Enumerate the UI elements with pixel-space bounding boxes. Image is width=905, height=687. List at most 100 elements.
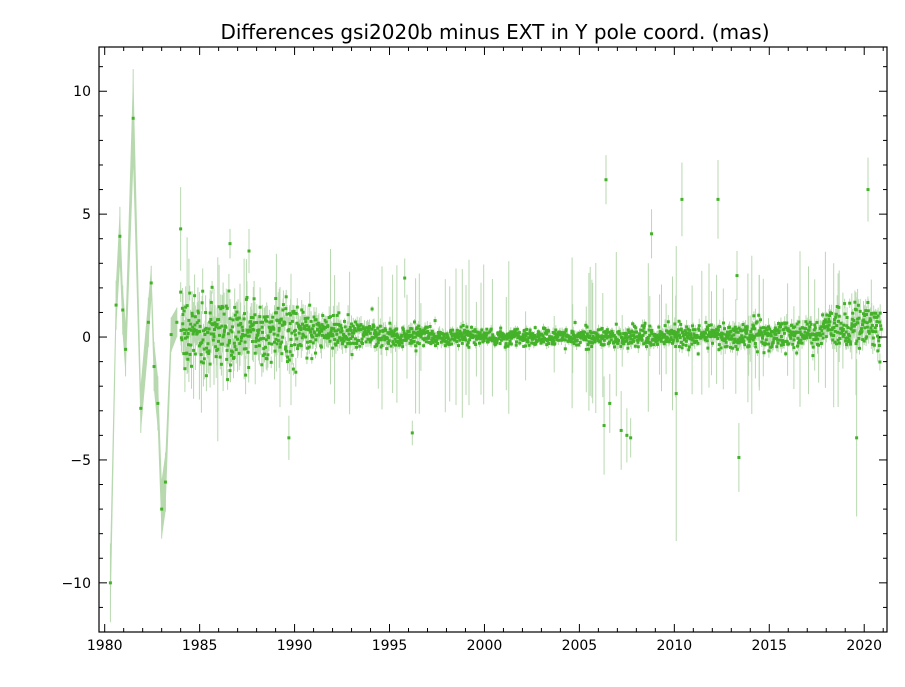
data-point bbox=[863, 326, 867, 330]
data-point bbox=[873, 315, 877, 319]
data-point bbox=[355, 323, 359, 327]
data-point bbox=[635, 330, 638, 334]
y-tick-label: −5 bbox=[70, 453, 91, 469]
data-point bbox=[524, 334, 528, 338]
data-point bbox=[228, 339, 231, 343]
data-point bbox=[328, 339, 332, 343]
x-tick-label: 2000 bbox=[467, 638, 503, 654]
data-point bbox=[269, 328, 273, 332]
error-bands bbox=[110, 69, 177, 623]
data-point bbox=[854, 342, 858, 346]
data-point bbox=[471, 329, 475, 333]
data-point bbox=[622, 332, 626, 336]
data-point bbox=[526, 338, 530, 342]
data-point bbox=[837, 319, 840, 323]
data-point bbox=[767, 342, 770, 346]
data-point bbox=[655, 333, 658, 337]
data-point bbox=[508, 339, 512, 343]
data-point bbox=[319, 327, 323, 331]
data-point bbox=[408, 335, 412, 339]
data-point bbox=[156, 401, 160, 405]
data-point bbox=[285, 349, 288, 353]
data-point bbox=[527, 343, 531, 347]
data-point bbox=[204, 374, 208, 378]
data-point bbox=[609, 333, 613, 337]
data-point bbox=[826, 324, 829, 328]
data-point bbox=[545, 332, 549, 336]
data-point bbox=[768, 327, 772, 331]
data-point bbox=[383, 327, 387, 331]
data-point bbox=[204, 311, 208, 314]
data-point bbox=[180, 306, 184, 310]
data-point bbox=[175, 320, 179, 324]
data-point bbox=[433, 319, 437, 323]
data-point bbox=[776, 341, 780, 345]
data-point bbox=[631, 338, 635, 342]
data-point bbox=[603, 335, 607, 338]
data-point bbox=[413, 331, 417, 335]
data-point bbox=[205, 346, 208, 350]
data-point bbox=[868, 317, 872, 321]
data-point bbox=[189, 343, 193, 347]
data-point bbox=[560, 336, 564, 340]
data-point bbox=[706, 327, 710, 331]
data-point bbox=[212, 332, 216, 336]
data-point bbox=[529, 333, 533, 337]
data-point bbox=[254, 336, 258, 340]
data-point bbox=[833, 321, 836, 325]
data-point bbox=[388, 327, 392, 331]
data-point bbox=[674, 392, 678, 396]
data-point bbox=[358, 328, 362, 331]
data-point bbox=[857, 316, 861, 320]
data-point bbox=[514, 343, 518, 347]
data-point bbox=[706, 325, 709, 329]
data-point bbox=[390, 334, 394, 338]
data-point bbox=[230, 330, 234, 334]
data-point bbox=[847, 332, 850, 336]
data-point bbox=[716, 337, 720, 340]
data-point bbox=[641, 333, 645, 337]
data-point bbox=[131, 116, 135, 120]
data-point bbox=[640, 324, 644, 328]
data-point bbox=[334, 322, 338, 326]
data-point bbox=[876, 314, 880, 318]
data-point bbox=[310, 333, 313, 337]
data-point bbox=[336, 328, 340, 332]
data-point bbox=[847, 338, 851, 342]
data-point bbox=[542, 340, 546, 344]
data-point bbox=[312, 315, 316, 319]
data-point bbox=[852, 329, 856, 333]
data-point bbox=[667, 340, 671, 344]
data-point bbox=[242, 347, 246, 351]
data-point bbox=[285, 312, 289, 316]
data-point bbox=[217, 339, 220, 343]
data-point bbox=[678, 333, 682, 337]
data-point bbox=[244, 347, 248, 351]
data-point bbox=[218, 355, 222, 359]
data-point bbox=[792, 346, 796, 350]
data-point bbox=[181, 313, 185, 316]
data-point bbox=[329, 329, 333, 333]
data-point bbox=[276, 333, 280, 337]
data-point bbox=[422, 344, 426, 348]
data-point bbox=[750, 327, 754, 331]
data-point bbox=[224, 304, 228, 308]
data-point bbox=[721, 332, 725, 336]
data-point bbox=[290, 331, 294, 335]
data-point bbox=[324, 325, 327, 329]
data-point bbox=[639, 328, 643, 332]
data-point bbox=[311, 341, 315, 345]
data-point bbox=[877, 336, 881, 340]
data-point bbox=[353, 327, 357, 330]
data-point bbox=[777, 322, 780, 325]
data-point bbox=[417, 324, 421, 328]
data-point bbox=[211, 323, 215, 327]
data-point bbox=[317, 323, 321, 327]
data-point bbox=[330, 326, 334, 330]
data-point bbox=[344, 345, 348, 349]
data-point bbox=[720, 334, 724, 338]
data-point bbox=[846, 340, 850, 343]
data-point bbox=[249, 316, 253, 319]
data-point bbox=[528, 331, 532, 334]
data-point bbox=[860, 327, 863, 331]
